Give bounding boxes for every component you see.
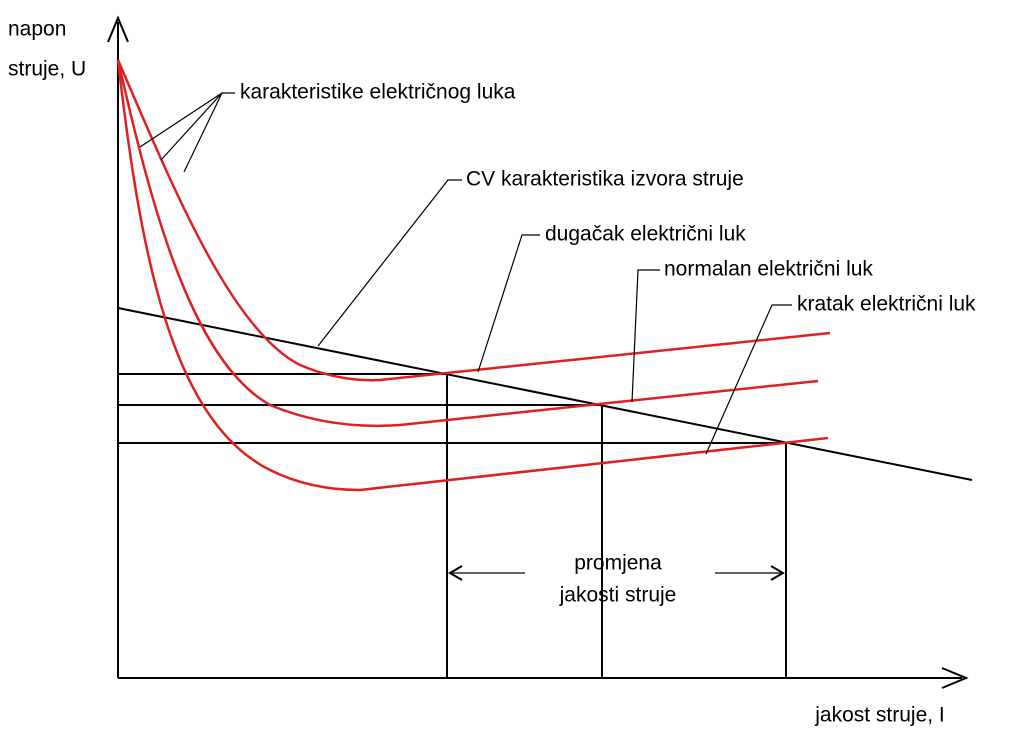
long-arc-curve [116, 59, 831, 382]
cv-line [117, 307, 973, 481]
label: karakteristike električnog luka [240, 81, 516, 104]
normal-arc-point [118, 404, 603, 678]
label: dugačak električni luk [545, 223, 746, 246]
label: normalan električni luk [664, 258, 873, 281]
leader [477, 234, 540, 373]
leader [317, 179, 462, 347]
short-arc-point [118, 442, 787, 678]
x-arrow [941, 667, 969, 689]
normal-arc-curve [116, 59, 819, 428]
change-label: promjena [574, 552, 662, 575]
y-arrow [107, 15, 129, 43]
y-axis-label: napon [8, 18, 66, 41]
leader [705, 304, 792, 455]
x-axis-label: jakost struje, I [814, 704, 945, 727]
leader [139, 92, 235, 173]
leader [631, 269, 660, 403]
long-arc-point [118, 373, 448, 678]
y-axis-label: struje, U [8, 58, 86, 81]
change-arrowheads [448, 565, 785, 581]
label: CV karakteristika izvora struje [466, 168, 744, 191]
short-arc-curve [116, 59, 829, 492]
label: kratak električni luk [797, 293, 976, 316]
change-label: jakosti struje [559, 584, 677, 607]
